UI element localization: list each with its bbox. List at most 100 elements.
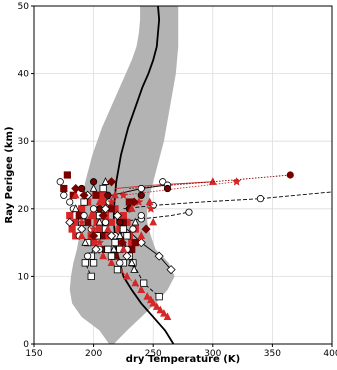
scatter-point-red-squares <box>107 218 116 226</box>
x-tick-label: 250 <box>145 349 162 359</box>
series-marker <box>137 184 145 193</box>
series-marker <box>232 176 242 186</box>
scatter-point-darkred-squares <box>60 184 68 193</box>
scatter-point-red-stars <box>88 224 99 234</box>
scatter-point-darkred-diamonds <box>79 190 89 200</box>
scatter-point-white-triangles <box>127 258 136 266</box>
mean-layer <box>112 6 175 344</box>
series-marker <box>87 272 95 281</box>
scatter-point-white-diamonds <box>106 231 117 241</box>
scatter-point-red-triangles <box>77 231 86 239</box>
scatter-point-white-diamonds <box>122 251 132 261</box>
series-layer <box>81 171 332 321</box>
series-marker <box>156 305 165 314</box>
scatter-point-white-squares <box>123 232 131 240</box>
scatter-point-white-squares <box>111 238 119 247</box>
scatter-point-darkred-diamonds <box>71 183 81 194</box>
scatter-point-white-triangles <box>81 238 90 246</box>
scatter-point-red-triangles <box>111 190 119 199</box>
y-tick-label: 20 <box>18 205 30 215</box>
scatter-point-red-stars <box>106 197 117 206</box>
scatter-point-white-diamonds <box>112 210 123 221</box>
scatter-point-white-diamonds <box>65 217 75 227</box>
series-line <box>126 228 172 270</box>
y-tick-label: 10 <box>18 272 30 282</box>
y-tick-label: 30 <box>18 137 30 147</box>
series-marker <box>99 251 107 260</box>
scatter-point-white-triangles <box>110 244 118 253</box>
scatter-point-darkred-diamonds <box>89 231 99 241</box>
scatter-point-red-triangles <box>119 244 128 253</box>
scatter-point-white-circles <box>137 211 145 220</box>
scatter-point-white-squares <box>119 225 127 233</box>
scatter-point-white-circles <box>80 211 88 220</box>
y-tick-label: 40 <box>18 70 30 80</box>
series-marker <box>256 195 265 203</box>
scatter-point-white-triangles <box>95 217 104 226</box>
series-marker <box>163 312 172 321</box>
x-axis-title: dry Temperature (K) <box>126 354 240 365</box>
y-tick-label: 0 <box>23 340 29 350</box>
scatter-point-white-triangles <box>71 204 80 212</box>
scatter-point-darkred-diamonds <box>129 197 139 207</box>
series-marker <box>155 293 163 301</box>
x-tick-label: 300 <box>204 349 221 359</box>
scatter-point-darkred-squares <box>92 191 100 199</box>
x-tick-label: 150 <box>25 349 42 359</box>
scatter-point-red-triangles <box>149 217 158 226</box>
series-marker <box>154 251 164 261</box>
series-marker <box>140 279 148 287</box>
scatter-point-white-circles <box>66 198 74 206</box>
scatter-layer <box>56 171 172 274</box>
scatter-point-white-squares <box>113 266 122 274</box>
series-marker <box>107 258 116 266</box>
series-marker <box>208 177 217 185</box>
scatter-point-darkred-diamonds <box>117 238 127 248</box>
scatter-point-red-squares <box>68 225 76 233</box>
series-marker <box>286 171 294 179</box>
scatter-point-white-triangles <box>115 231 124 239</box>
scatter-point-darkred-circles <box>163 184 172 193</box>
scatter-point-white-circles <box>116 259 124 267</box>
series-marker <box>137 285 146 294</box>
scatter-point-red-triangles <box>137 231 146 239</box>
x-tick-label: 350 <box>264 349 281 359</box>
scatter-point-darkred-diamonds <box>141 224 151 234</box>
scatter-point-darkred-circles <box>116 218 124 226</box>
series-line <box>123 191 332 210</box>
series-marker <box>131 278 140 287</box>
scatter-point-red-triangles <box>95 197 104 206</box>
scatter-point-white-triangles <box>101 177 110 185</box>
y-axis-title: Ray Perigee (km) <box>4 126 15 223</box>
series-marker <box>160 308 168 317</box>
series-marker <box>149 298 158 307</box>
series-marker <box>143 292 152 300</box>
scatter-point-white-triangles <box>89 183 98 192</box>
scatter-point-white-squares <box>104 245 112 253</box>
x-tick-label: 200 <box>85 349 102 359</box>
scatter-point-white-circles <box>56 178 64 186</box>
scatter-point-white-squares <box>107 252 116 260</box>
scatter-point-red-triangles <box>71 190 80 199</box>
series-marker <box>130 265 138 273</box>
scatter-point-red-stars <box>146 203 156 213</box>
scatter-point-red-stars <box>77 217 87 227</box>
scatter-point-red-squares <box>95 225 104 233</box>
scatter-point-white-diamonds <box>91 244 101 254</box>
axis-layer: 150 200 250 300 350 400 0 10 20 30 40 50 <box>18 2 337 359</box>
scatter-point-white-squares <box>99 184 107 193</box>
scatter-point-red-stars <box>118 190 129 200</box>
scatter-point-white-circles <box>60 191 68 199</box>
scatter-point-white-triangles <box>131 217 140 226</box>
mean-profile-line <box>112 6 175 344</box>
scatter-point-white-circles <box>129 225 137 233</box>
scatter-point-white-circles <box>101 218 110 226</box>
scatter-point-darkred-squares <box>84 218 92 226</box>
scatter-point-red-triangles <box>145 197 154 206</box>
scatter-point-darkred-diamonds <box>106 177 117 187</box>
series-line <box>115 181 213 189</box>
series-marker <box>166 265 176 275</box>
scatter-point-darkred-circles <box>104 191 112 199</box>
